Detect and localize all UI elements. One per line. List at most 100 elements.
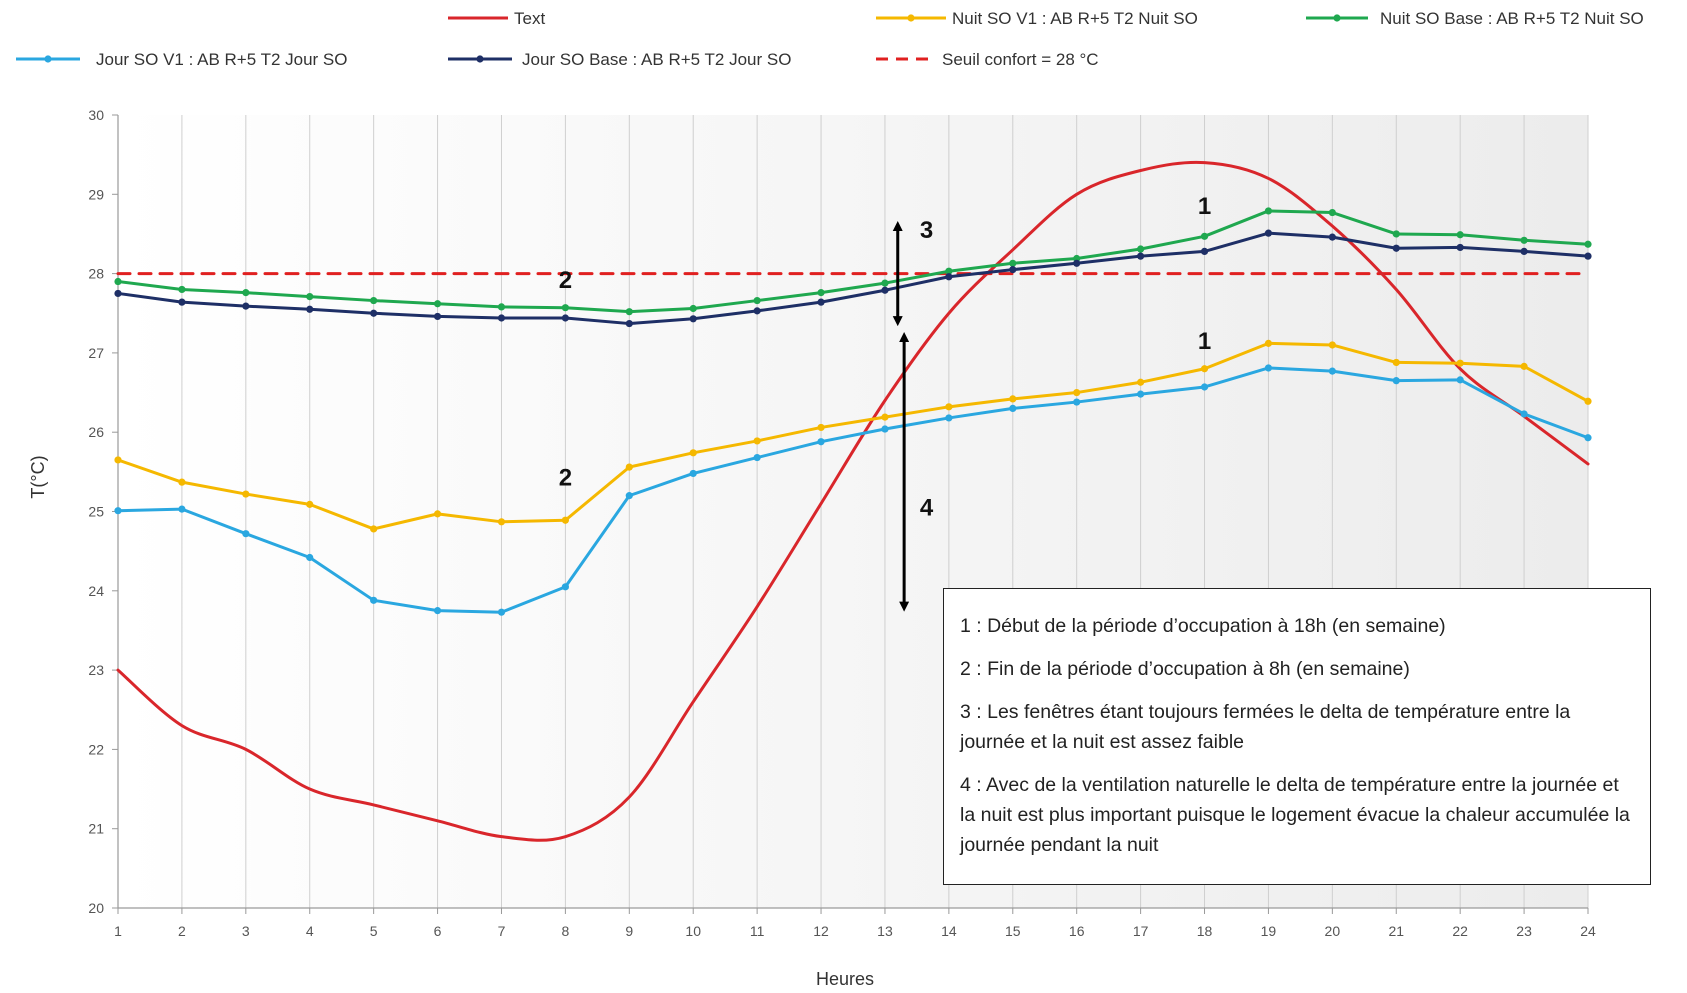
series-1-point-19	[1264, 339, 1273, 347]
series-3-point-18	[1200, 383, 1209, 391]
series-3-point-4	[306, 553, 314, 562]
series-4-point-3	[242, 302, 250, 310]
series-4-point-22	[1456, 243, 1464, 252]
series-1-point-4	[306, 500, 314, 508]
series-4-point-24	[1584, 252, 1592, 260]
y-tick-label-25: 25	[88, 504, 104, 520]
x-tick-label-19: 19	[1261, 923, 1277, 939]
x-tick-label-10: 10	[685, 923, 701, 939]
y-tick-label-27: 27	[88, 345, 104, 361]
series-2-point-2	[178, 285, 186, 294]
note-3: 3 : Les fenêtres étant toujours fermées …	[960, 701, 1571, 753]
series-2-point-19	[1264, 207, 1273, 215]
x-tick-label-20: 20	[1325, 923, 1341, 939]
series-4-point-12	[817, 298, 825, 306]
series-4-point-17	[1137, 252, 1145, 260]
x-tick-label-14: 14	[941, 923, 957, 939]
annotations: 1 2 3 1 2 4	[559, 193, 1211, 612]
series-3-point-2	[178, 505, 186, 513]
series-3-point-24	[1584, 434, 1592, 442]
series-2-point-4	[306, 292, 314, 301]
legend-marker-4	[44, 55, 52, 63]
series-3-point-10	[689, 469, 697, 478]
series-4-point-9	[625, 319, 633, 328]
y-tick-label-22: 22	[88, 741, 104, 757]
series-4-point-8	[561, 314, 569, 322]
series-1-point-14	[945, 403, 953, 411]
x-tick-label-5: 5	[370, 923, 378, 939]
series-3-point-22	[1456, 376, 1464, 384]
series-3-line	[116, 366, 1590, 614]
series-2-point-14	[945, 267, 953, 275]
x-tick-label-24: 24	[1580, 923, 1596, 939]
y-tick-label-23: 23	[88, 662, 104, 678]
series-1-point-3	[242, 490, 250, 498]
x-tick-label-2: 2	[178, 923, 186, 939]
series-3-point-13	[881, 425, 889, 433]
series-4-point-11	[753, 307, 761, 315]
annotation-2: 2	[559, 267, 572, 294]
legend-label-1: Text	[514, 9, 545, 28]
y-tick-label-21: 21	[88, 821, 104, 837]
series-1-point-10	[689, 449, 697, 457]
x-tick-label-7: 7	[498, 923, 506, 939]
series-1-point-2	[178, 478, 186, 486]
series-0-line	[116, 160, 1590, 842]
series-3-point-17	[1137, 390, 1145, 398]
legend: Text Nuit SO V1 : AB R+5 T2 Nuit SO Nuit S…	[16, 9, 1644, 69]
note-1: 1 : Début de la période d’occupation à 1…	[960, 615, 1446, 637]
series-4-point-13	[881, 286, 889, 294]
series-1-point-18	[1200, 365, 1209, 373]
series-4-point-4	[306, 305, 314, 313]
series-3-point-19	[1264, 364, 1273, 372]
series-1-point-9	[625, 463, 633, 471]
x-tick-label-21: 21	[1388, 923, 1404, 939]
series-2-point-20	[1328, 208, 1336, 217]
x-tick-label-17: 17	[1133, 923, 1149, 939]
annotation-6: 4	[920, 494, 934, 521]
series-4-point-6	[433, 312, 442, 321]
annotation-3: 3	[920, 217, 933, 244]
series-3-point-7	[497, 608, 506, 616]
series-4-point-7	[497, 314, 506, 322]
series-3-point-16	[1073, 398, 1081, 406]
series-3-point-8	[561, 583, 569, 591]
y-axis-label: T(°C)	[28, 455, 48, 498]
series-3-point-21	[1392, 377, 1400, 385]
series-4-point-21	[1392, 244, 1400, 252]
series-1-point-7	[497, 518, 506, 526]
series-2-point-1	[114, 277, 122, 286]
legend-marker-2	[907, 14, 915, 22]
series-4-point-18	[1200, 247, 1209, 255]
series-1-point-15	[1009, 395, 1017, 403]
x-axis-label: Heures	[816, 969, 874, 988]
series-2-point-5	[370, 296, 378, 305]
series-2-point-24	[1584, 240, 1592, 248]
series-3-point-6	[433, 607, 442, 615]
series-1-point-22	[1456, 359, 1464, 367]
series-lines	[114, 160, 1592, 842]
series-2-point-23	[1520, 236, 1528, 244]
y-tick-label-29: 29	[88, 186, 104, 202]
x-tick-label-3: 3	[242, 923, 250, 939]
series-1-point-17	[1137, 378, 1145, 386]
annotation-5: 2	[559, 464, 572, 491]
legend-label-5: Jour SO Base : AB R+5 T2 Jour SO	[522, 50, 791, 69]
series-1-point-16	[1073, 388, 1081, 397]
series-3-point-23	[1520, 410, 1528, 418]
series-2-point-10	[689, 304, 697, 313]
x-tick-label-23: 23	[1516, 923, 1532, 939]
series-4-point-20	[1328, 233, 1336, 241]
y-tick-label-30: 30	[88, 107, 104, 123]
series-4-point-2	[178, 298, 186, 306]
legend-label-3: Nuit SO Base : AB R+5 T2 Nuit SO	[1380, 9, 1644, 28]
series-3-point-5	[370, 596, 378, 604]
legend-label-2: Nuit SO V1 : AB R+5 T2 Nuit SO	[952, 9, 1198, 28]
series-4-point-1	[114, 289, 122, 298]
annotation-4: 1	[1198, 328, 1211, 355]
x-tick-label-15: 15	[1005, 923, 1021, 939]
x-tick-label-11: 11	[750, 923, 765, 939]
x-tick-label-4: 4	[306, 923, 314, 939]
y-tick-label-28: 28	[88, 266, 104, 282]
series-4-point-5	[370, 309, 378, 317]
